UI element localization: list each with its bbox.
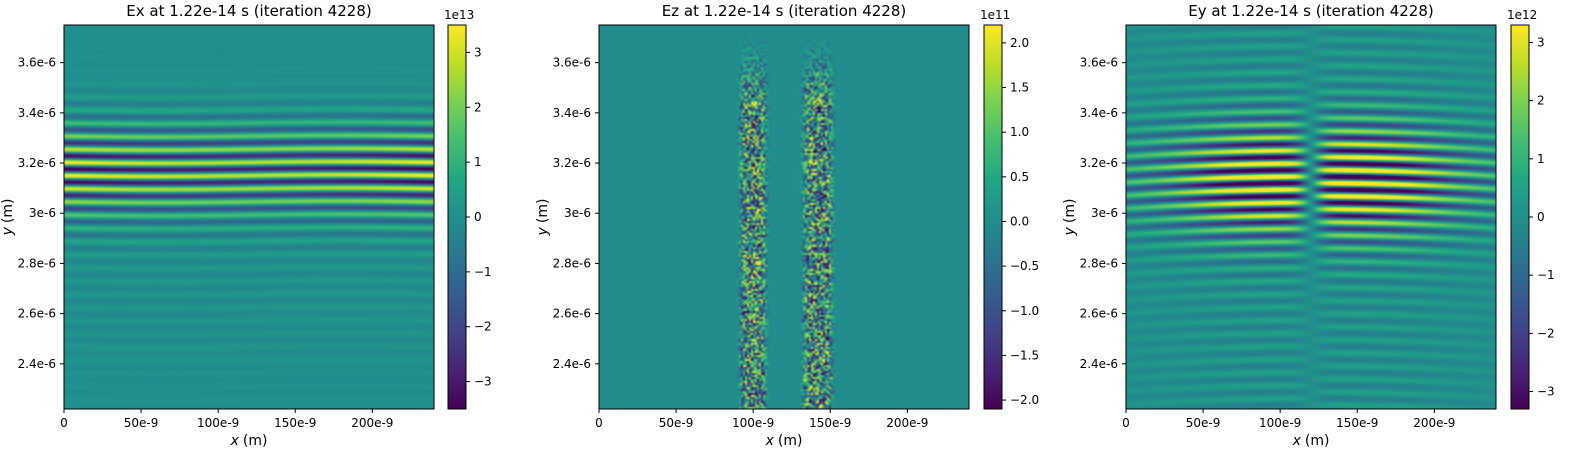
y-tick-label: 2.4e-6 bbox=[1080, 357, 1118, 371]
chart-title: Ez at 1.22e-14 s (iteration 4228) bbox=[662, 2, 906, 20]
y-tick-label: 3.2e-6 bbox=[553, 156, 591, 170]
panel-1: Ex at 1.22e-14 s (iteration 4228) 0 50e-9 1… bbox=[0, 2, 492, 449]
colorbar-tick-label: −1.5 bbox=[1010, 348, 1039, 362]
y-tick-label: 2.6e-6 bbox=[553, 307, 591, 321]
x-axis-label: x (m) bbox=[230, 433, 268, 449]
x-tick-label: 200e-9 bbox=[886, 416, 928, 430]
colorbar-tick-label: 1 bbox=[1537, 152, 1545, 166]
x-tick-label: 0 bbox=[1122, 416, 1130, 430]
y-axis-var: y bbox=[535, 226, 551, 236]
y-tick-label: 2.6e-6 bbox=[1080, 307, 1118, 321]
colorbar bbox=[1510, 24, 1530, 410]
x-axis-var: x bbox=[230, 433, 240, 449]
field-heatmap bbox=[64, 25, 434, 409]
y-tick-label: 2.8e-6 bbox=[553, 256, 591, 270]
colorbar-scale-label: 1e13 bbox=[444, 8, 474, 22]
y-tick-label: 2.8e-6 bbox=[1080, 256, 1118, 270]
colorbar-tick-label: 0.5 bbox=[1010, 170, 1029, 184]
y-tick-label: 3.4e-6 bbox=[1080, 106, 1118, 120]
colorbar-tick-label: 0 bbox=[474, 210, 482, 224]
y-tick-label: 3.4e-6 bbox=[553, 106, 591, 120]
y-tick-label: 3.2e-6 bbox=[18, 156, 56, 170]
x-tick-label: 50e-9 bbox=[124, 416, 159, 430]
colorbar-tick-label: −2 bbox=[474, 320, 492, 334]
colorbar-tick-label: −3 bbox=[474, 375, 492, 389]
y-tick-label: 2.8e-6 bbox=[18, 256, 56, 270]
y-tick-label: 3e-6 bbox=[564, 206, 591, 220]
y-tick-label: 3.4e-6 bbox=[18, 106, 56, 120]
chart-title: Ex at 1.22e-14 s (iteration 4228) bbox=[126, 2, 371, 20]
x-tick-label: 100e-9 bbox=[732, 416, 774, 430]
plot-frame bbox=[63, 24, 435, 410]
x-tick-label: 200e-9 bbox=[1413, 416, 1455, 430]
colorbar-tick-label: 2 bbox=[1537, 94, 1545, 108]
colorbar-tick-label: 0 bbox=[1537, 210, 1545, 224]
colorbar-tick-label: −1 bbox=[474, 265, 492, 279]
chart-title: Ey at 1.22e-14 s (iteration 4228) bbox=[1188, 2, 1433, 20]
colorbar-tick-label: 3 bbox=[1537, 35, 1545, 49]
y-tick-label: 3e-6 bbox=[1091, 206, 1118, 220]
colorbar-tick-label: 0.0 bbox=[1010, 214, 1029, 228]
x-tick-label: 150e-9 bbox=[809, 416, 851, 430]
field-heatmap bbox=[599, 25, 969, 409]
x-tick-label: 100e-9 bbox=[1259, 416, 1301, 430]
colorbar-scale-label: 1e12 bbox=[1507, 8, 1537, 22]
plot-frame bbox=[598, 24, 970, 410]
x-tick-label: 50e-9 bbox=[659, 416, 694, 430]
y-tick-label: 2.6e-6 bbox=[18, 307, 56, 321]
colorbar-tick-label: −1 bbox=[1537, 268, 1555, 282]
colorbar-tick-label: −3 bbox=[1537, 385, 1555, 399]
x-axis-unit: (m) bbox=[778, 433, 803, 449]
x-tick-label: 0 bbox=[595, 416, 603, 430]
colorbar-tick-label: 3 bbox=[474, 45, 482, 59]
colorbar-tick-label: 1 bbox=[474, 155, 482, 169]
field-heatmap bbox=[1126, 25, 1496, 409]
y-axis-label: y (m) bbox=[0, 199, 16, 237]
x-axis-unit: (m) bbox=[243, 433, 268, 449]
panel-2: Ez at 1.22e-14 s (iteration 4228) 0 50e-9 1… bbox=[535, 2, 1039, 449]
y-tick-label: 3e-6 bbox=[29, 206, 56, 220]
x-axis-label: x (m) bbox=[1292, 433, 1330, 449]
colorbar-tick-label: −1.0 bbox=[1010, 304, 1039, 318]
x-axis-label: x (m) bbox=[765, 433, 803, 449]
colorbar-tick-label: −2.0 bbox=[1010, 393, 1039, 407]
y-axis-var: y bbox=[1062, 226, 1078, 236]
panel-3: Ey at 1.22e-14 s (iteration 4228) 0 50e-9 1… bbox=[1062, 2, 1555, 449]
y-tick-label: 3.6e-6 bbox=[18, 56, 56, 70]
colorbar-tick-label: 1.0 bbox=[1010, 125, 1029, 139]
x-axis-var: x bbox=[1292, 433, 1302, 449]
y-axis-unit: (m) bbox=[0, 199, 16, 224]
y-axis-unit: (m) bbox=[1062, 199, 1078, 224]
colorbar bbox=[447, 24, 467, 410]
y-axis-label: y (m) bbox=[535, 199, 551, 237]
colorbar-tick-label: 1.5 bbox=[1010, 81, 1029, 95]
y-tick-label: 3.2e-6 bbox=[1080, 156, 1118, 170]
x-axis-var: x bbox=[765, 433, 775, 449]
x-tick-label: 200e-9 bbox=[351, 416, 393, 430]
y-tick-label: 3.6e-6 bbox=[1080, 56, 1118, 70]
x-tick-label: 50e-9 bbox=[1186, 416, 1221, 430]
colorbar-tick-label: −2 bbox=[1537, 326, 1555, 340]
x-tick-label: 150e-9 bbox=[274, 416, 316, 430]
colorbar-scale-label: 1e11 bbox=[980, 8, 1010, 22]
colorbar bbox=[983, 24, 1003, 410]
y-axis-label: y (m) bbox=[1062, 199, 1078, 237]
y-tick-label: 3.6e-6 bbox=[553, 56, 591, 70]
y-tick-label: 2.4e-6 bbox=[553, 357, 591, 371]
plot-frame bbox=[1125, 24, 1497, 410]
colorbar-tick-label: 2 bbox=[474, 100, 482, 114]
colorbar-tick-label: −0.5 bbox=[1010, 259, 1039, 273]
x-tick-label: 150e-9 bbox=[1336, 416, 1378, 430]
x-tick-label: 0 bbox=[60, 416, 68, 430]
y-tick-label: 2.4e-6 bbox=[18, 357, 56, 371]
y-axis-unit: (m) bbox=[535, 199, 551, 224]
x-axis-unit: (m) bbox=[1305, 433, 1330, 449]
colorbar-tick-label: 2.0 bbox=[1010, 36, 1029, 50]
y-axis-var: y bbox=[0, 226, 16, 236]
x-tick-label: 100e-9 bbox=[197, 416, 239, 430]
